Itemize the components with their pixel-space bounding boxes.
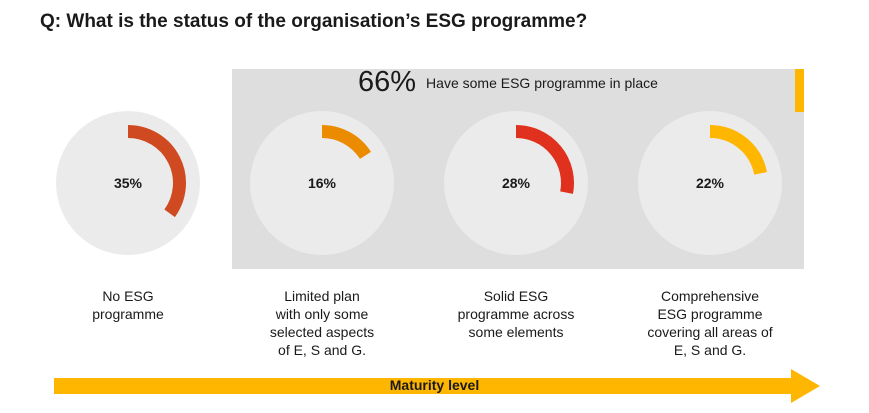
donut-value-label: 28%: [502, 175, 531, 191]
category-caption: Solid ESG programme across some elements: [436, 287, 596, 341]
donut-value-label: 35%: [114, 175, 143, 191]
caption-line: some elements: [468, 324, 564, 340]
caption-line: ESG programme: [657, 306, 763, 322]
donut-center: [672, 145, 748, 221]
caption-line: programme: [92, 306, 164, 322]
caption-line: Solid ESG: [483, 288, 549, 304]
donut-center: [478, 145, 554, 221]
donut-2: 16%: [250, 111, 394, 255]
caption-line: programme across: [457, 306, 575, 322]
caption-line: Limited plan: [284, 288, 360, 304]
caption-line: with only some: [275, 306, 369, 322]
question-title: Q: What is the status of the organisatio…: [40, 11, 588, 32]
accent-bar: [795, 69, 804, 112]
donut-1: 35%: [56, 111, 200, 255]
caption-line: selected aspects: [269, 324, 375, 340]
donut-segment: [127, 125, 186, 218]
category-caption: No ESG programme: [48, 287, 208, 323]
donut-value-label: 16%: [308, 175, 337, 191]
donut-4: 22%: [638, 111, 782, 255]
donut-segment: [709, 125, 767, 175]
donut-segment: [321, 125, 371, 160]
donut-center: [90, 145, 166, 221]
category-caption: Limited plan with only some selected aspec…: [242, 287, 402, 359]
panel-percent: 66%: [358, 66, 417, 98]
caption-line: covering all areas of: [647, 324, 773, 340]
donut-3: 28%: [444, 111, 588, 255]
maturity-arrow-shape: [54, 369, 820, 403]
maturity-arrow: [54, 369, 820, 403]
category-caption: Comprehensive ESG programme covering all a…: [630, 287, 790, 359]
caption-line: No ESG: [102, 288, 154, 304]
caption-line: Comprehensive: [660, 288, 760, 304]
donut-segment: [515, 125, 574, 194]
caption-line: of E, S and G.: [278, 342, 366, 358]
donut-center: [284, 145, 360, 221]
donut-value-label: 22%: [696, 175, 725, 191]
panel-text: Have some ESG programme in place: [426, 74, 658, 91]
panel-headline: 66% Have some ESG programme in place: [358, 66, 658, 99]
caption-line: E, S and G.: [673, 342, 747, 358]
maturity-label: Maturity level: [389, 377, 480, 393]
